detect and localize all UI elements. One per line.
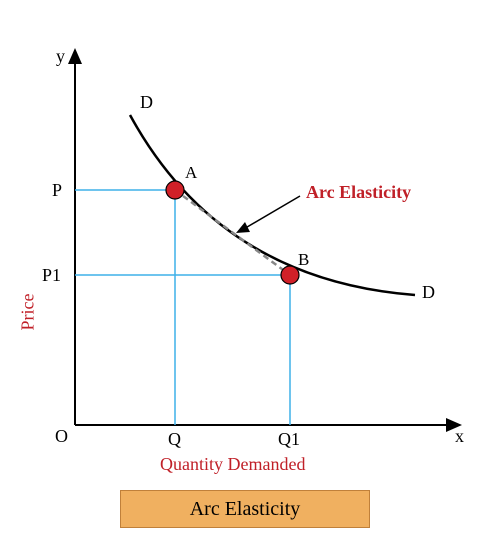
price-p1-label: P1 [42, 265, 61, 285]
arc-annotation-label: Arc Elasticity [306, 182, 411, 202]
point-b-label: B [298, 250, 309, 269]
reference-lines-a [75, 190, 175, 425]
price-axis-label: Price [18, 271, 39, 331]
arc-chord [175, 190, 290, 275]
reference-lines-b [75, 275, 290, 425]
point-b [281, 266, 299, 284]
quantity-axis-label: Quantity Demanded [160, 454, 305, 474]
price-p-label: P [52, 180, 62, 200]
curve-label-top: D [140, 92, 153, 112]
curve-label-bottom: D [422, 282, 435, 302]
diagram-container: y x O D D A B P P1 Q Q1 Arc Elasticity Q… [0, 0, 504, 550]
annotation-arrow [236, 196, 300, 233]
caption-text: Arc Elasticity [190, 498, 301, 521]
x-axis-label: x [455, 426, 464, 446]
caption-box: Arc Elasticity [120, 490, 370, 528]
qty-q1-label: Q1 [278, 429, 300, 449]
demand-curve [130, 115, 415, 295]
chart-svg: y x O D D A B P P1 Q Q1 Arc Elasticity Q… [0, 0, 504, 550]
x-axis [75, 418, 462, 432]
qty-q-label: Q [168, 429, 181, 449]
origin-label: O [55, 426, 68, 446]
point-a-label: A [185, 163, 198, 182]
y-axis [68, 48, 82, 425]
point-a [166, 181, 184, 199]
y-axis-label: y [56, 46, 65, 66]
